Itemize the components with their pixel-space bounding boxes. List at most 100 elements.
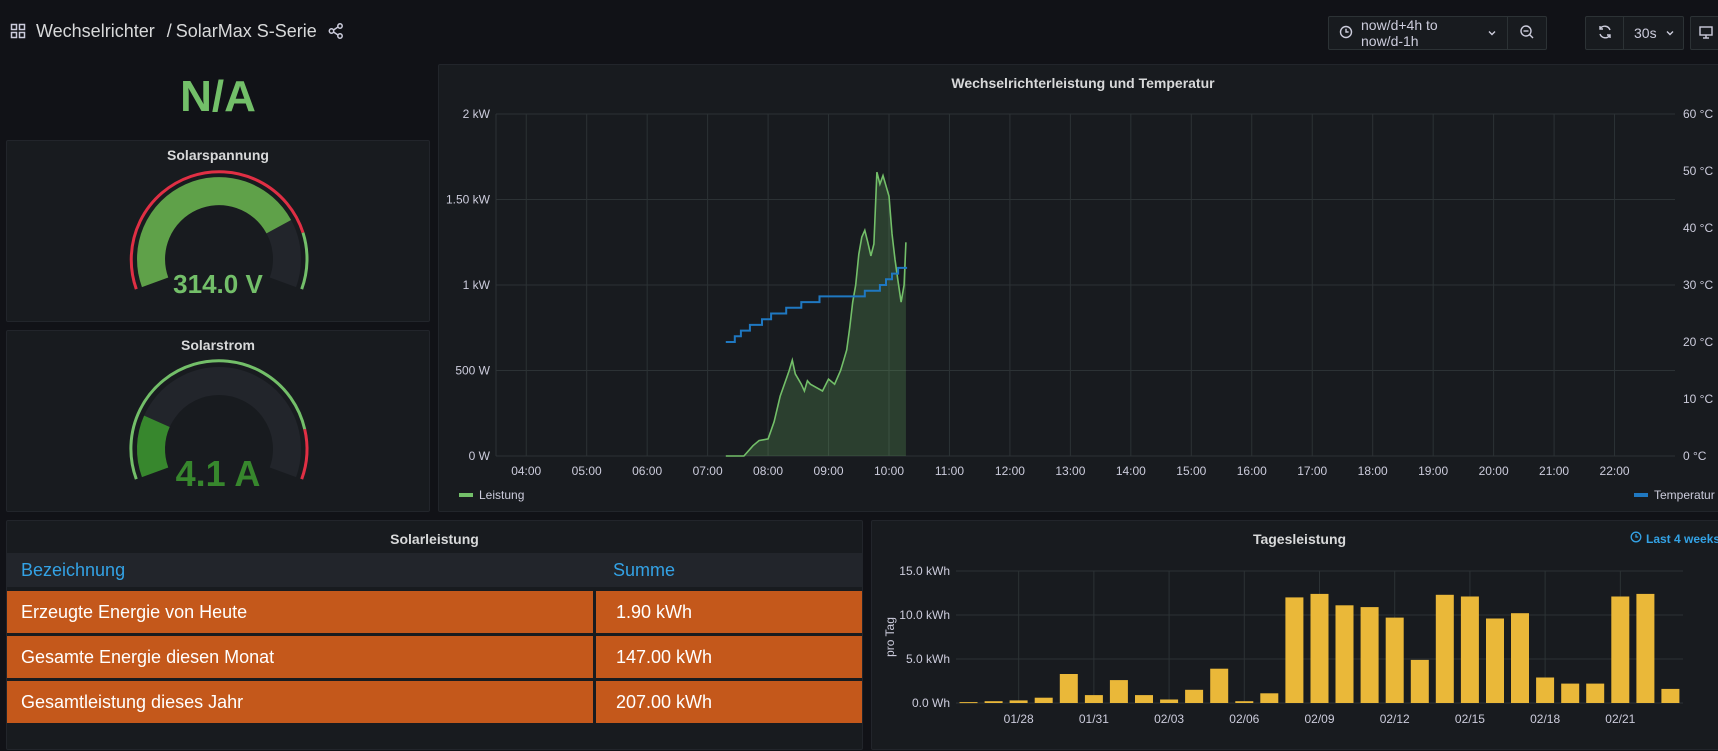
bar[interactable] xyxy=(1410,659,1429,703)
y-left-tick-label: 1.50 kW xyxy=(446,193,491,207)
time-range-text: now/d+4h to now/d-1h xyxy=(1361,17,1438,49)
panel-time-info[interactable]: Last 4 weeks xyxy=(1630,531,1718,546)
zoom-out-button[interactable] xyxy=(1508,17,1546,49)
table-cell-value: 147.00 kWh xyxy=(593,636,862,681)
share-icon[interactable] xyxy=(327,22,345,40)
refresh-group: 30s xyxy=(1585,16,1684,50)
panel-title: Wechselrichterleistung und Temperatur xyxy=(951,75,1215,91)
zoom-out-icon xyxy=(1519,24,1535,43)
breadcrumb-folder[interactable]: Wechselrichter xyxy=(36,20,155,41)
time-range-group: now/d+4h to now/d-1h xyxy=(1328,16,1547,50)
bar[interactable] xyxy=(1009,700,1028,703)
bar[interactable] xyxy=(1310,593,1329,703)
bar[interactable] xyxy=(1636,593,1655,703)
bar[interactable] xyxy=(959,702,978,704)
daily-output-panel[interactable]: Tagesleistung Last 4 weeks 0.0 Wh 5.0 kWh… xyxy=(871,520,1718,750)
tv-mode-button[interactable] xyxy=(1691,17,1718,49)
bar[interactable] xyxy=(1109,680,1128,703)
gauge-fill xyxy=(137,177,292,288)
bar[interactable] xyxy=(1561,683,1580,703)
bar[interactable] xyxy=(1235,701,1254,703)
y-right-tick-label: 40 °C xyxy=(1683,221,1713,235)
column-header-bezeichnung[interactable]: Bezeichnung xyxy=(7,553,593,591)
series-line-temperatur xyxy=(725,266,908,343)
breadcrumb: Wechselrichter / SolarMax S-Serie xyxy=(10,18,345,44)
y-axis-label: pro Tag xyxy=(883,617,897,657)
current-gauge-panel[interactable]: Solarstrom 4.1 A xyxy=(6,330,430,512)
gauge-threshold-arc xyxy=(129,170,305,290)
column-header-summe[interactable]: Summe xyxy=(593,553,862,591)
bar[interactable] xyxy=(1611,596,1630,704)
x-tick-label: 16:00 xyxy=(1237,464,1267,478)
bar[interactable] xyxy=(1335,605,1354,703)
x-tick-label: 21:00 xyxy=(1539,464,1569,478)
x-tick-label: 04:00 xyxy=(511,464,541,478)
bar[interactable] xyxy=(1511,613,1529,703)
x-tick-label: 01/28 xyxy=(1004,712,1034,726)
dashboard-title[interactable]: SolarMax S-Serie xyxy=(175,20,317,41)
current-gauge xyxy=(129,359,309,480)
bar[interactable] xyxy=(1486,618,1504,704)
bar[interactable] xyxy=(1135,695,1153,703)
x-tick-label: 17:00 xyxy=(1297,464,1327,478)
gauge-fill xyxy=(137,415,170,478)
bar[interactable] xyxy=(1034,697,1053,703)
x-tick-label: 02/06 xyxy=(1229,712,1259,726)
refresh-interval-text: 30s xyxy=(1634,25,1657,41)
x-tick-label: 15:00 xyxy=(1176,464,1206,478)
bar[interactable] xyxy=(1260,693,1279,703)
bar[interactable] xyxy=(1059,674,1078,703)
table-cell-label: Gesamtleistung dieses Jahr xyxy=(7,681,593,726)
legend-color-swatch xyxy=(459,493,473,497)
table-cell-label: Erzeugte Energie von Heute xyxy=(7,591,593,636)
x-tick-label: 12:00 xyxy=(995,464,1025,478)
x-tick-label: 20:00 xyxy=(1479,464,1509,478)
bar[interactable] xyxy=(1285,597,1304,703)
y-left-tick-label: 1 kW xyxy=(463,278,491,292)
tv-mode-group xyxy=(1690,16,1718,50)
gauge-threshold-arc xyxy=(129,359,307,480)
bar[interactable] xyxy=(1536,677,1555,704)
table-cell-value: 1.90 kWh xyxy=(593,591,862,636)
legend-item-temperatur[interactable]: Temperatur xyxy=(1634,488,1715,502)
x-tick-label: 01/31 xyxy=(1079,712,1109,726)
bar[interactable] xyxy=(1185,689,1204,703)
breadcrumb-separator: / xyxy=(166,20,172,41)
panel-title: Tagesleistung xyxy=(1252,531,1347,547)
legend-label: Leistung xyxy=(479,488,525,502)
clock-icon xyxy=(1630,531,1642,546)
refresh-interval-picker[interactable]: 30s xyxy=(1624,17,1683,49)
y-right-tick-label: 60 °C xyxy=(1683,107,1713,121)
x-tick-label: 22:00 xyxy=(1600,464,1630,478)
y-right-tick-label: 30 °C xyxy=(1683,278,1713,292)
table-row: Gesamtleistung dieses Jahr 207.00 kWh xyxy=(7,681,862,726)
y-left-tick-label: 500 W xyxy=(455,364,490,378)
voltage-gauge-panel[interactable]: Solarspannung 314.0 V xyxy=(6,140,430,322)
solar-table-panel[interactable]: Solarleistung Bezeichnung Summe Erzeugte… xyxy=(6,520,863,750)
x-tick-label: 19:00 xyxy=(1418,464,1448,478)
voltage-gauge xyxy=(129,170,309,290)
bar[interactable] xyxy=(1210,668,1229,703)
y-right-tick-label: 0 °C xyxy=(1683,449,1707,463)
dashboards-grid-icon[interactable] xyxy=(10,23,26,39)
table-header-row: Bezeichnung Summe xyxy=(7,553,862,591)
monitor-icon xyxy=(1698,24,1714,43)
bar[interactable] xyxy=(1084,695,1103,703)
power-temperature-panel[interactable]: Wechselrichterleistung und Temperatur 0 … xyxy=(438,64,1718,512)
time-range-picker[interactable]: now/d+4h to now/d-1h xyxy=(1329,17,1508,49)
x-tick-label: 06:00 xyxy=(632,464,662,478)
bar[interactable] xyxy=(1460,596,1479,704)
refresh-button[interactable] xyxy=(1586,17,1624,49)
time-info-text: Last 4 weeks xyxy=(1646,531,1718,546)
bar[interactable] xyxy=(1160,699,1179,704)
clock-icon xyxy=(1339,25,1353,42)
bar[interactable] xyxy=(1586,683,1605,703)
bar[interactable] xyxy=(1385,617,1404,703)
bar[interactable] xyxy=(1360,607,1379,703)
bar[interactable] xyxy=(1661,688,1680,703)
x-tick-label: 08:00 xyxy=(753,464,783,478)
bar[interactable] xyxy=(1435,594,1454,703)
x-tick-label: 09:00 xyxy=(814,464,844,478)
legend-item-leistung[interactable]: Leistung xyxy=(459,488,524,502)
bar[interactable] xyxy=(984,701,1003,703)
